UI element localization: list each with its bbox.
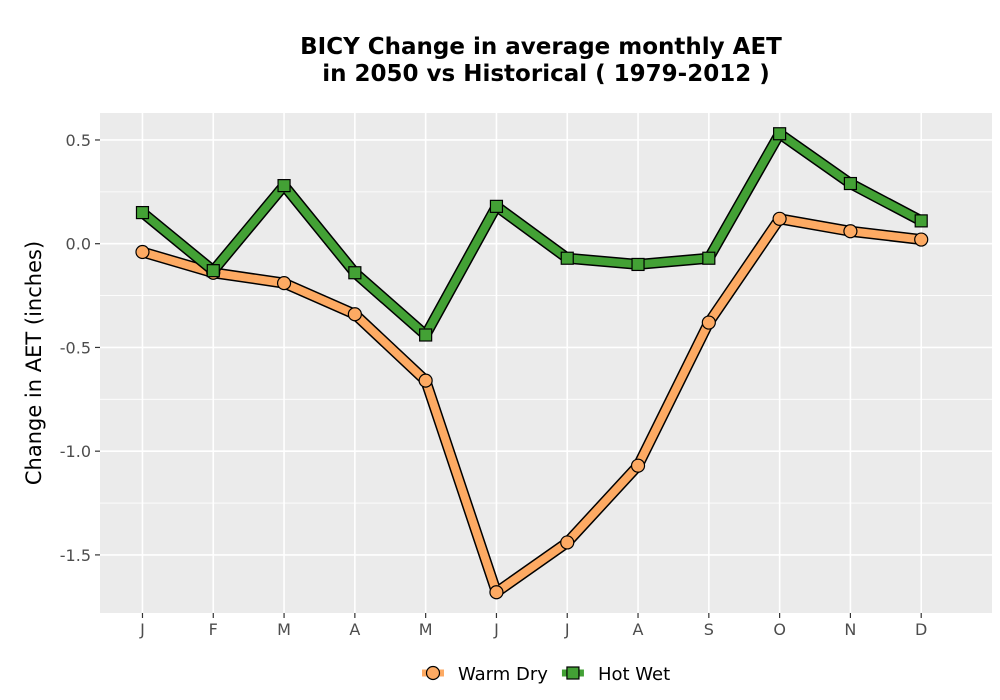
warm-dry-point (276, 276, 292, 291)
minor-grid (100, 191, 992, 504)
hot-wet-point (135, 205, 150, 220)
x-tick-label: A (633, 620, 644, 639)
hot-wet-point (489, 199, 504, 213)
y-axis-title: Change in AET (inches) (22, 241, 46, 485)
x-tick-label: D (915, 620, 927, 639)
warm-dry-point (772, 211, 787, 226)
warm-dry-point (701, 315, 716, 330)
legend: Warm Dry Hot Wet (422, 664, 670, 685)
major-grid (100, 113, 992, 613)
warm-dry-point (843, 224, 858, 239)
y-tick-label: 0.0 (66, 235, 91, 254)
hot-wet-point (206, 264, 220, 278)
hot-wet-point (843, 176, 858, 191)
hot-wet-point (277, 179, 291, 193)
warm-dry-point (630, 458, 646, 473)
x-tick-label: A (349, 620, 360, 639)
warm-dry-line (138, 214, 926, 597)
hot-wet-legend-key (566, 666, 580, 680)
y-tick-label: -1.0 (60, 442, 91, 461)
hot-wet-point (914, 214, 928, 228)
hot-wet-legend-label: Hot Wet (598, 664, 670, 685)
y-tick-label: -0.5 (60, 338, 91, 357)
plot-panel (100, 113, 992, 613)
chart-title-line-1: BICY Change in average monthly AET (300, 34, 782, 60)
warm-dry-point (135, 244, 150, 260)
y-tick-label: -1.5 (60, 546, 91, 565)
series-layer (135, 127, 929, 600)
chart-title-line-2: in 2050 vs Historical ( 1979-2012 ) (322, 61, 769, 87)
x-tick-label: J (139, 620, 145, 639)
x-tick-label: M (277, 620, 291, 639)
hot-wet-point (702, 251, 716, 265)
x-tick-label: O (773, 620, 786, 639)
x-tick-label: F (209, 620, 218, 639)
hot-wet-point (773, 127, 787, 141)
warm-dry-legend-label: Warm Dry (458, 664, 548, 685)
hot-wet-point (560, 251, 574, 265)
hot-wet-line (138, 129, 926, 339)
warm-dry-point (914, 232, 929, 247)
warm-dry-legend-key (425, 665, 441, 681)
warm-dry-point (347, 307, 362, 322)
x-tick-label: M (419, 620, 433, 639)
y-axis: 0.5 0.0 -0.5 -1.0 -1.5 (60, 131, 100, 565)
hot-wet-point (631, 257, 645, 272)
hot-wet-point (419, 328, 433, 342)
x-tick-label: S (704, 620, 714, 639)
y-tick-label: 0.5 (66, 131, 91, 150)
x-tick-label: J (493, 620, 499, 639)
x-tick-label: J (564, 620, 570, 639)
x-tick-label: N (844, 620, 856, 639)
warm-dry-point (560, 535, 575, 550)
warm-dry-point (489, 585, 504, 600)
hot-wet-point (348, 266, 362, 280)
warm-dry-point (418, 373, 433, 388)
